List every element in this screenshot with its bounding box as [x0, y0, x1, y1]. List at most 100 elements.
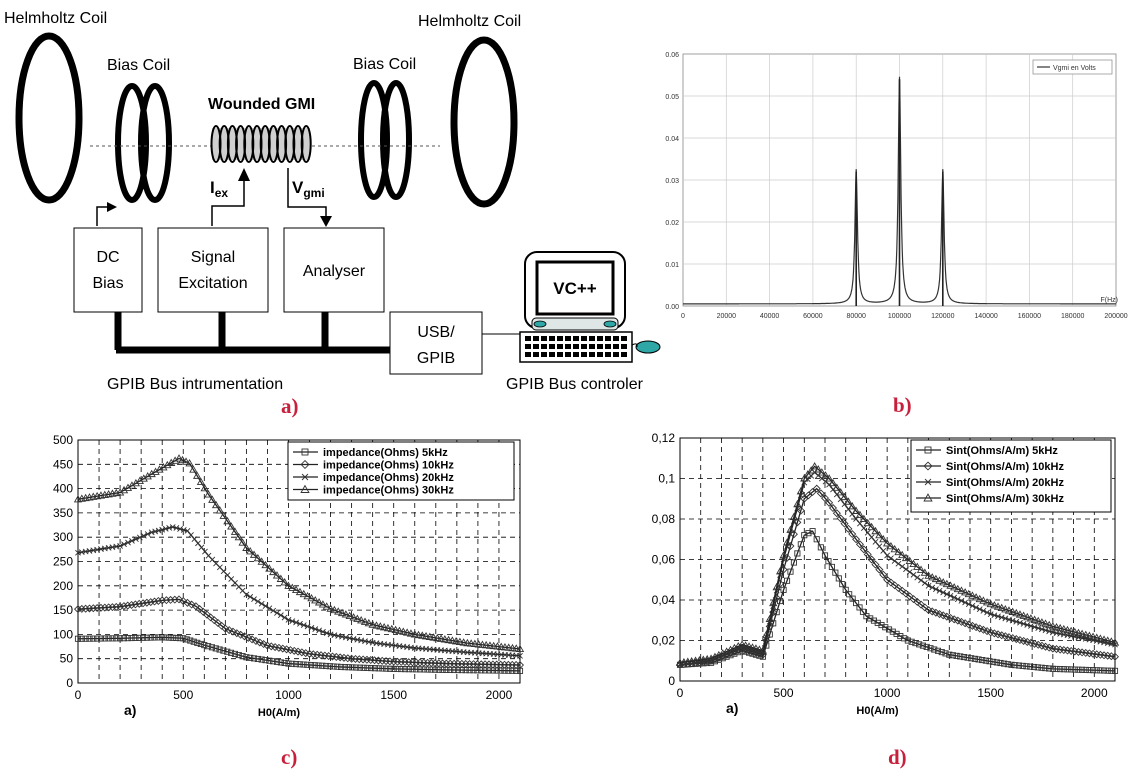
data-point: [899, 563, 906, 570]
bias-coil-left-1: [115, 83, 149, 203]
data-point: [200, 483, 209, 492]
data-point: [1110, 638, 1120, 646]
data-point: [127, 481, 137, 489]
data-point-stroke: [976, 606, 983, 613]
data-point: [924, 446, 932, 454]
data-point: [1034, 664, 1041, 671]
data-point: [993, 659, 1000, 666]
y-tick-label: 0.04: [665, 136, 679, 143]
data-point: [140, 634, 147, 641]
x-tick-label: 200000: [1104, 313, 1127, 320]
data-point: [269, 567, 278, 576]
data-point: [919, 642, 926, 649]
analyser-label: Analyser: [303, 263, 366, 280]
legend-entry: Vgmi en Volts: [1053, 65, 1096, 72]
data-point: [276, 574, 285, 582]
data-point: [882, 539, 892, 547]
data-point: [982, 657, 989, 664]
legend-box: [910, 439, 1112, 513]
data-point: [322, 602, 331, 610]
data-point: [201, 642, 208, 649]
data-point: [96, 603, 105, 612]
data-point-stroke: [980, 607, 987, 614]
data-point: [399, 627, 408, 635]
y-tick-label: 0.05: [665, 94, 679, 101]
data-point: [142, 598, 151, 607]
data-point: [179, 597, 188, 606]
data-point: [357, 616, 366, 624]
keyboard-key: [525, 352, 531, 357]
data-point: [1110, 652, 1120, 661]
keyboard-key: [597, 344, 603, 349]
data-point-stroke: [148, 529, 155, 536]
data-point: [924, 571, 933, 579]
data-point: [284, 581, 293, 589]
bias-coil-left-2: [138, 83, 172, 203]
data-point-stroke: [951, 594, 958, 601]
data-point: [1052, 622, 1061, 631]
data-point: [421, 631, 431, 640]
data-point: [155, 634, 162, 641]
helmholtz-left-label: Helmholtz Coil: [4, 10, 107, 27]
data-point: [341, 664, 348, 671]
data-point: [942, 650, 949, 657]
data-point: [962, 599, 969, 606]
keyboard-key: [581, 352, 587, 357]
data-point: [867, 522, 876, 531]
data-point: [825, 558, 832, 565]
data-point: [180, 635, 187, 642]
data-point-stroke: [312, 626, 319, 633]
data-point: [901, 553, 911, 562]
vgmi-arrow-line: [287, 168, 327, 217]
data-point: [113, 635, 120, 642]
data-point-stroke: [86, 547, 93, 554]
data-point: [194, 639, 201, 646]
data-point: [951, 594, 958, 601]
bias-coil-right-1: [358, 80, 390, 200]
data-point-stroke: [969, 602, 976, 609]
data-point: [259, 640, 268, 649]
data-point: [508, 643, 517, 652]
data-point: [886, 541, 896, 550]
legend-box: [1032, 59, 1113, 75]
data-point-stroke: [921, 580, 928, 586]
data-point-stroke: [891, 558, 898, 564]
data-point: [485, 641, 495, 649]
data-point: [293, 619, 300, 626]
data-point: [211, 500, 221, 509]
data-point: [1079, 666, 1086, 673]
data-point: [85, 604, 94, 613]
keyboard-key: [533, 352, 539, 357]
data-point: [769, 598, 778, 607]
data-point-stroke: [965, 601, 972, 608]
data-point: [1017, 619, 1023, 626]
data-point-stroke: [323, 630, 330, 636]
data-point-stroke: [947, 592, 954, 599]
data-point: [326, 604, 335, 612]
data-point: [969, 602, 976, 609]
data-point: [376, 622, 385, 630]
data-point: [159, 634, 166, 641]
data-point-stroke: [1046, 628, 1053, 635]
data-point-stroke: [876, 543, 883, 550]
panel-label-c: c): [281, 745, 297, 769]
data-point: [816, 489, 825, 498]
data-point: [821, 552, 829, 559]
data-point: [943, 591, 950, 598]
data-point: [916, 565, 926, 573]
data-point: [914, 574, 921, 581]
legend-entry: Sint(Ohms/A/m) 20kHz: [946, 477, 1064, 489]
data-point: [1002, 615, 1009, 622]
data-point: [855, 510, 865, 518]
data-point: [433, 633, 442, 642]
data-point: [250, 655, 258, 662]
data-point: [166, 524, 173, 531]
data-point: [1015, 662, 1023, 669]
data-point: [775, 567, 785, 575]
data-point: [891, 558, 898, 564]
data-point: [848, 530, 857, 539]
data-point: [391, 625, 400, 634]
data-point: [379, 665, 386, 672]
data-point: [379, 623, 389, 631]
data-point: [929, 584, 936, 591]
